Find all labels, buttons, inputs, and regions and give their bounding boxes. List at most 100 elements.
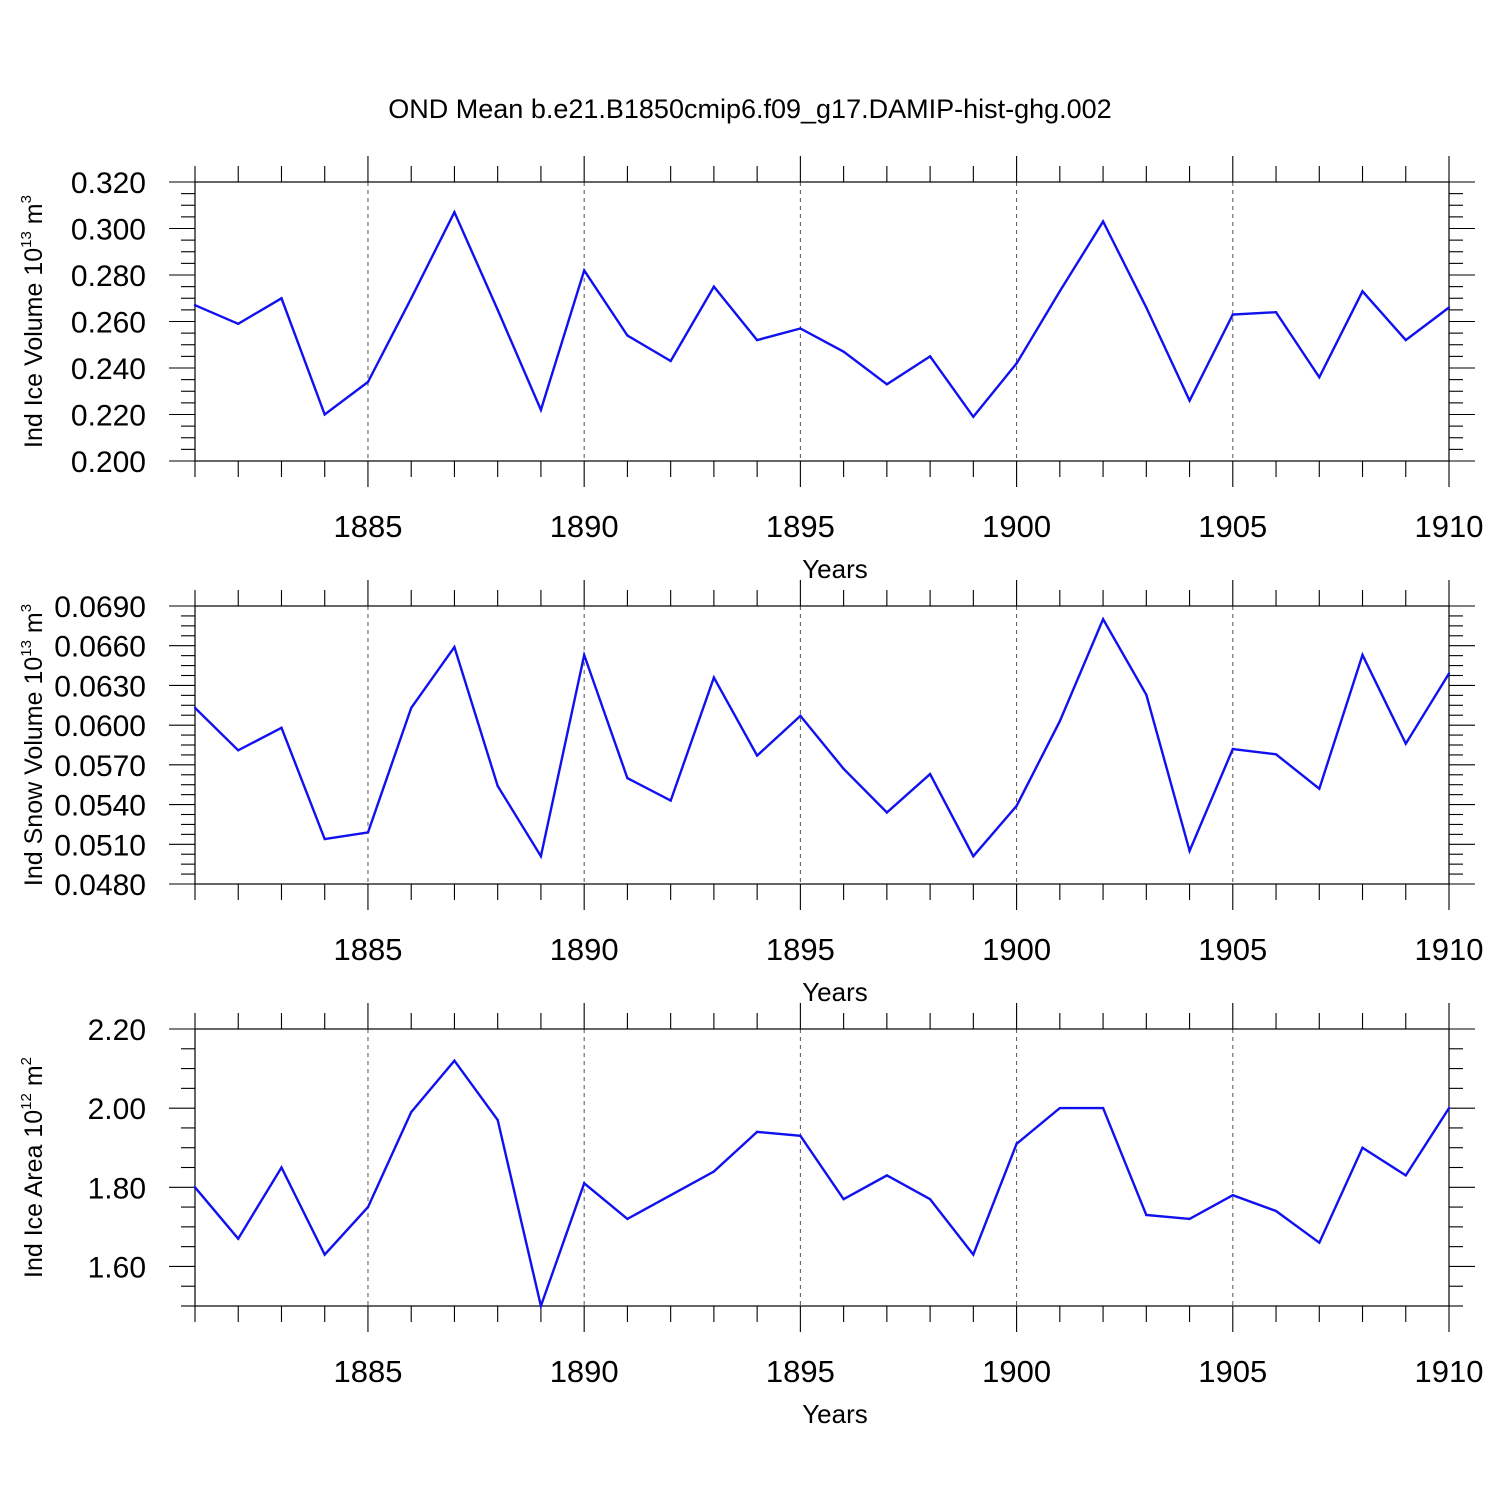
data-point (366, 1205, 370, 1209)
y-label-text: Ind Ice Area 10 (20, 1110, 48, 1278)
x-tick-label: 1910 (1415, 509, 1484, 544)
data-point (885, 811, 889, 814)
data-point (626, 1217, 629, 1221)
data-point (1015, 1142, 1018, 1145)
x-tick-label: 1895 (766, 932, 835, 967)
x-tick-label: 1890 (550, 509, 619, 544)
x-tick-label: 1885 (333, 1354, 402, 1389)
x-tick-label: 1910 (1415, 1354, 1484, 1389)
y-axis-label: Ind Ice Volume 1013 m3 (18, 195, 48, 448)
data-point (280, 1166, 283, 1169)
data-point (755, 338, 759, 342)
x-axis-label: Years (802, 554, 868, 584)
data-point (1101, 618, 1105, 621)
y-axis-label: Ind Snow Volume 1013 m3 (18, 604, 48, 886)
y-axis-label: Ind Ice Area 1012 m2 (18, 1057, 48, 1278)
y-label-text: Ind Ice Volume 10 (20, 248, 48, 448)
data-point (799, 327, 802, 330)
data-point (712, 1170, 716, 1173)
data-point (885, 383, 889, 386)
y-tick-label: 0.0540 (54, 790, 146, 823)
data-point (193, 1186, 197, 1189)
y-tick-label: 0.0510 (54, 829, 146, 862)
x-tick-label: 1885 (333, 509, 402, 544)
y-tick-label: 0.0480 (54, 869, 146, 902)
y-tick-label: 1.60 (88, 1251, 146, 1284)
x-tick-label: 1900 (982, 1354, 1051, 1389)
data-point (1404, 742, 1407, 745)
data-point (237, 1237, 240, 1240)
data-point (1188, 849, 1191, 853)
data-point (972, 855, 975, 858)
data-point (1188, 1217, 1191, 1221)
y-tick-label: 2.20 (88, 1014, 146, 1047)
data-point (928, 355, 932, 358)
data-point (323, 413, 326, 416)
series-line (194, 1058, 1451, 1311)
series-line (194, 209, 1450, 419)
data-point (539, 408, 543, 412)
x-tick-label: 1905 (1198, 1354, 1267, 1389)
data-point (1274, 311, 1278, 314)
data-point (410, 1110, 413, 1114)
data-point (1274, 753, 1278, 756)
data-point (842, 767, 845, 771)
data-point (1318, 1241, 1321, 1244)
data-point (842, 1197, 845, 1201)
data-point (799, 714, 802, 718)
x-tick-label: 1890 (550, 932, 619, 967)
data-point (582, 269, 586, 272)
data-point (453, 1059, 456, 1062)
y-tick-label: 0.260 (71, 307, 146, 340)
x-axis-label: Years (802, 1399, 868, 1429)
data-point (410, 706, 413, 710)
data-point (496, 1118, 499, 1122)
x-tick-label: 1885 (333, 932, 402, 967)
data-point (755, 1130, 759, 1134)
data-point (626, 776, 629, 780)
data-point (1058, 290, 1062, 293)
data-point (1361, 653, 1364, 657)
x-tick-label: 1905 (1198, 509, 1267, 544)
data-point (1404, 338, 1407, 342)
data-point (928, 772, 932, 776)
data-point (928, 1197, 932, 1201)
plot-frame (194, 605, 1450, 885)
y-tick-label: 0.200 (71, 446, 146, 479)
panel-2: 1885 1890 1895 1900 1905 1910 0.0480 0.0510 0.05… (18, 580, 1483, 1007)
data-point (1101, 1106, 1105, 1110)
data-point (669, 1194, 672, 1197)
panels: 1885 1890 1895 1900 1905 1910 0.200 0.220 0.240 0… (18, 156, 1483, 1429)
data-point (323, 837, 326, 841)
data-point (1404, 1174, 1407, 1177)
data-point (237, 322, 240, 326)
data-point (453, 211, 456, 214)
y-tick-label: 2.00 (88, 1093, 146, 1126)
data-point (366, 831, 370, 834)
y-tick-label: 0.220 (71, 400, 146, 433)
y-label-text: Ind Snow Volume 10 (20, 657, 48, 886)
y-label-text: m (20, 612, 48, 640)
data-point (1361, 1146, 1364, 1149)
y-label-superscript: 3 (18, 195, 35, 203)
data-point (1231, 747, 1234, 751)
y-tick-label: 0.0630 (54, 670, 146, 703)
y-label-superscript: 12 (18, 1093, 35, 1110)
data-point (972, 415, 975, 419)
data-point (1101, 220, 1105, 223)
data-point (496, 308, 499, 312)
data-point (582, 653, 586, 657)
data-point (453, 645, 456, 649)
data-point (1447, 306, 1451, 309)
data-point (1318, 787, 1321, 790)
data-point (842, 350, 845, 353)
y-label-superscript: 3 (18, 604, 35, 612)
data-point (582, 1182, 586, 1185)
data-point (1361, 290, 1364, 293)
data-point (799, 1134, 802, 1138)
data-point (193, 304, 197, 307)
data-point (193, 706, 197, 710)
data-point (539, 1304, 543, 1308)
y-tick-label: 0.320 (71, 167, 146, 200)
